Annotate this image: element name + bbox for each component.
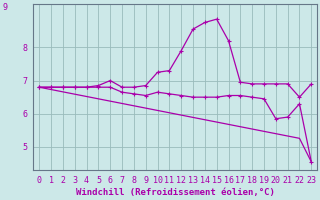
Text: 9: 9 [3,3,8,12]
X-axis label: Windchill (Refroidissement éolien,°C): Windchill (Refroidissement éolien,°C) [76,188,275,197]
